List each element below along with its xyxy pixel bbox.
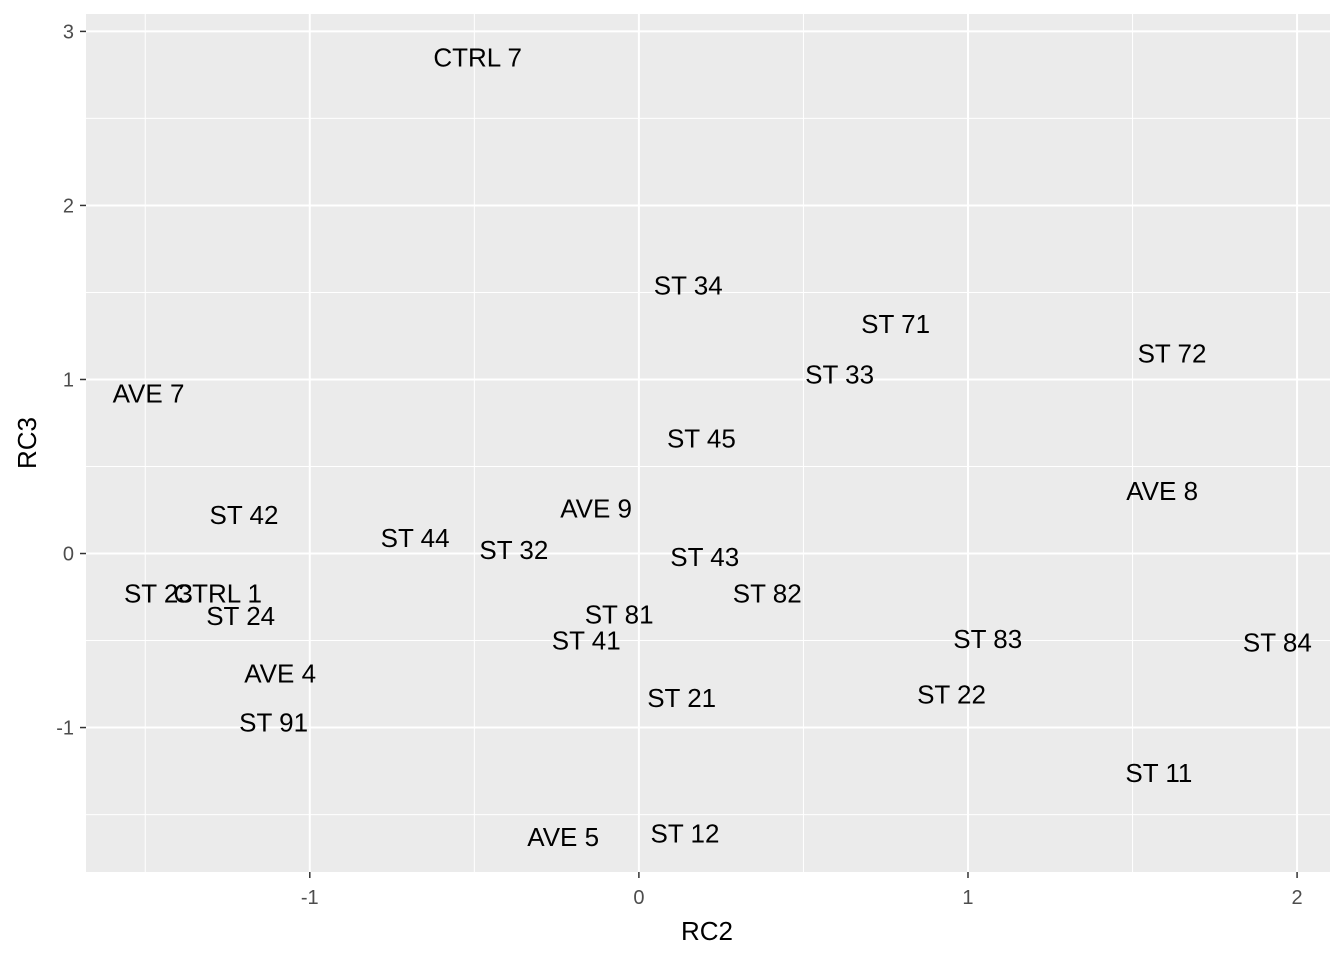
point-label: AVE 9 (560, 493, 632, 523)
point-label: ST 22 (917, 679, 986, 709)
point-label: ST 81 (585, 599, 654, 629)
minor-gridlines (86, 14, 1330, 872)
y-tick-label: 2 (63, 195, 74, 217)
axis-ticks (80, 30, 1298, 878)
x-tick-label: 2 (1292, 887, 1303, 909)
point-label: CTRL 7 (433, 43, 522, 73)
point-label: ST 33 (805, 359, 874, 389)
point-label: ST 23 (124, 579, 193, 609)
point-label: AVE 8 (1126, 476, 1198, 506)
point-label: ST 43 (670, 542, 739, 572)
y-tick-label: 3 (63, 21, 74, 43)
point-labels: CTRL 7 ST 34 ST 71 ST 72 ST 33 AVE 7 ST 45 AVE … (113, 43, 1312, 853)
point-label: ST 24 (206, 601, 275, 631)
y-tick-label: 0 (63, 544, 74, 566)
point-label: ST 83 (953, 624, 1022, 654)
point-label: ST 72 (1138, 338, 1207, 368)
point-label: ST 45 (667, 424, 736, 454)
point-label: ST 71 (861, 309, 930, 339)
y-axis-title: RC3 (12, 417, 42, 469)
point-label: ST 42 (210, 500, 279, 530)
point-label: AVE 5 (527, 822, 599, 852)
point-label: ST 32 (479, 535, 548, 565)
x-tick-label: 1 (962, 887, 973, 909)
y-tick-label: -1 (56, 718, 74, 740)
point-label: AVE 4 (244, 659, 316, 689)
point-label: ST 82 (733, 579, 802, 609)
y-tick-label: 1 (63, 369, 74, 391)
point-label: CTRL 1 (173, 579, 262, 609)
point-label: ST 44 (381, 523, 450, 553)
plot-panel (86, 14, 1330, 872)
point-label: ST 12 (651, 819, 720, 849)
point-label: ST 34 (654, 270, 723, 300)
point-label: ST 41 (552, 626, 621, 656)
point-label: AVE 7 (113, 378, 185, 408)
axis-tick-labels: -1 0 1 2 -1 0 1 2 3 (56, 21, 1302, 909)
x-tick-label: 0 (633, 887, 644, 909)
major-gridlines (86, 14, 1330, 872)
point-label: ST 91 (239, 707, 308, 737)
point-label: ST 11 (1125, 758, 1192, 788)
point-label: ST 84 (1243, 627, 1312, 657)
x-tick-label: -1 (301, 887, 319, 909)
point-label: ST 21 (647, 683, 716, 713)
x-axis-title: RC2 (681, 916, 733, 946)
